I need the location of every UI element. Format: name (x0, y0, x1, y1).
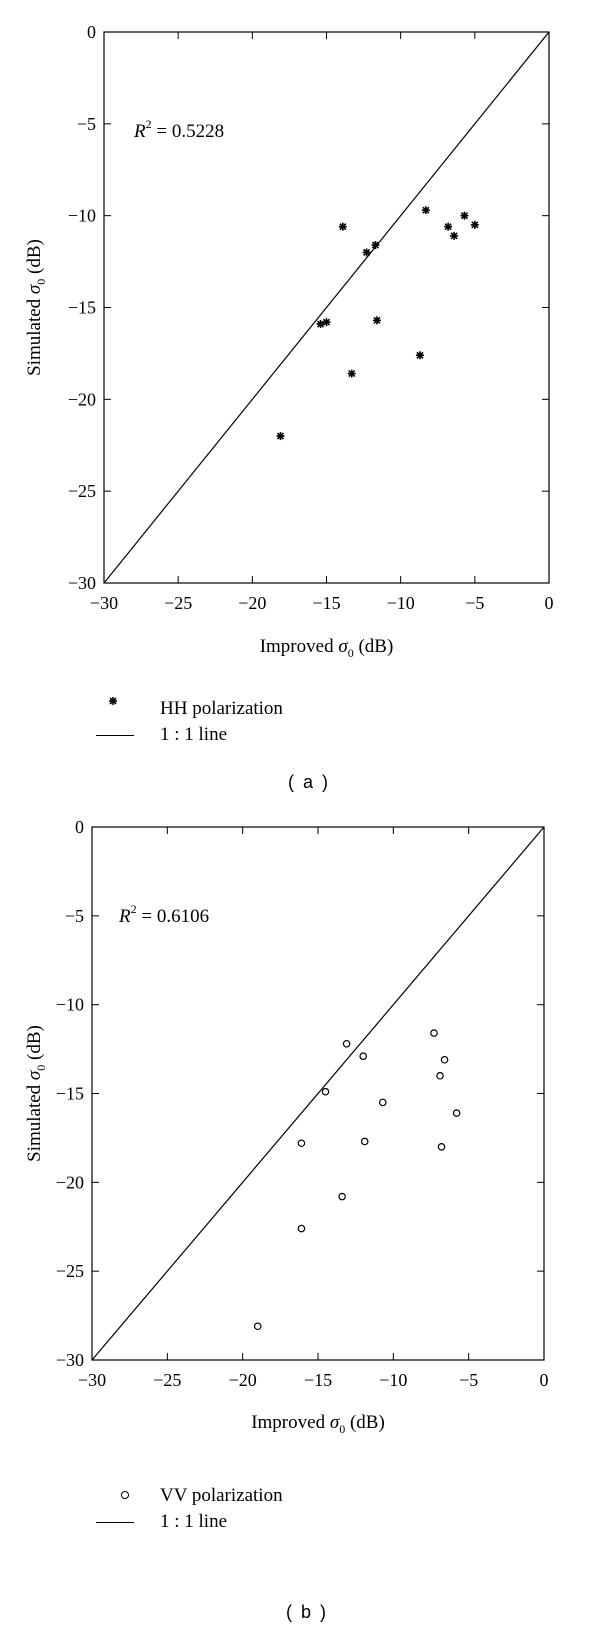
data-point (371, 241, 380, 250)
data-point (415, 351, 424, 360)
r-squared-annotation: R2 = 0.6106 (118, 902, 209, 927)
y-axis-label: Simulated σ0 (dB) (24, 239, 48, 376)
y-tick-label: −25 (68, 481, 96, 501)
x-tick-label: 0 (545, 593, 554, 613)
r-squared-annotation: R2 = 0.5228 (133, 117, 224, 142)
x-tick-label: −30 (90, 593, 118, 613)
x-tick-label: −20 (229, 1370, 257, 1390)
data-point (342, 1039, 351, 1048)
x-tick-label: −5 (465, 593, 484, 613)
legend-item-hh: HH polarization (108, 696, 283, 722)
legend-label-line-b: 1 : 1 line (160, 1511, 228, 1532)
data-point (450, 231, 459, 240)
data-point (430, 1029, 438, 1037)
data-point (347, 369, 356, 378)
data-point (276, 432, 285, 441)
y-tick-label: 0 (75, 817, 84, 837)
x-tick-label: −15 (312, 593, 340, 613)
x-tick-label: −10 (387, 593, 415, 613)
y-tick-label: −5 (65, 906, 84, 926)
one-to-one-line (91, 826, 545, 1361)
legend-item-vv: VV polarization (108, 1483, 283, 1509)
x-axis-label: Improved σ0 (dB) (251, 1412, 385, 1436)
x-tick-label: −20 (238, 593, 266, 613)
data-point (359, 1052, 368, 1060)
data-point (421, 206, 430, 215)
y-tick-label: −20 (68, 389, 96, 409)
legend-b: VV polarization 1 : 1 line (96, 1483, 283, 1535)
y-tick-label: −10 (68, 206, 96, 226)
legend-item-line-a: 1 : 1 line (96, 722, 283, 748)
x-tick-label: −25 (164, 593, 192, 613)
legend-label-line-a: 1 : 1 line (160, 724, 228, 745)
y-tick-label: −15 (56, 1084, 84, 1104)
y-tick-label: −25 (56, 1261, 84, 1281)
y-tick-label: −30 (56, 1350, 84, 1370)
data-point (362, 248, 371, 257)
x-tick-label: −25 (153, 1370, 181, 1390)
y-tick-label: −15 (68, 298, 96, 318)
x-axis-label: Improved σ0 (dB) (260, 636, 394, 660)
x-tick-label: −15 (304, 1370, 332, 1390)
data-point (372, 316, 381, 325)
data-point (460, 211, 469, 220)
data-point (253, 1322, 262, 1331)
scatter-plot-hh: −30 −25 −20 −15 −10 −5 0 0 −5 −10 −15 −20 −25 −30 R2 =… (24, 22, 554, 660)
data-point (470, 220, 479, 229)
data-point (436, 1071, 444, 1080)
data-point (452, 1109, 461, 1117)
figure-a: −30 −25 −20 −15 −10 −5 0 0 −5 −10 −15 −20 −25 −30 R2 =… (0, 0, 600, 800)
y-tick-label: −10 (56, 995, 84, 1015)
legend-label-hh: HH polarization (160, 698, 283, 719)
legend-a: HH polarization 1 : 1 line (96, 696, 283, 748)
legend-label-vv: VV polarization (160, 1485, 283, 1506)
data-point (297, 1139, 306, 1148)
one-to-one-line (103, 31, 550, 584)
data-point (322, 318, 331, 327)
x-tick-label: 0 (540, 1370, 549, 1390)
y-tick-label: 0 (87, 22, 96, 42)
x-tick-label: −30 (78, 1370, 106, 1390)
data-point (321, 1087, 330, 1096)
legend-item-line-b: 1 : 1 line (96, 1509, 283, 1535)
y-tick-label: −30 (68, 573, 96, 593)
data-point (437, 1143, 446, 1151)
line-marker-icon (96, 1522, 134, 1523)
star-marker-icon (109, 697, 117, 705)
caption-a: ( a ) (288, 772, 331, 792)
y-tick-label: −5 (77, 114, 96, 134)
caption-b: ( b ) (286, 1602, 329, 1622)
y-tick-label: −20 (56, 1172, 84, 1192)
data-point (297, 1224, 306, 1233)
data-point (338, 222, 347, 231)
x-tick-label: −10 (379, 1370, 407, 1390)
data-point (440, 1055, 449, 1064)
y-axis-label: Simulated σ0 (dB) (24, 1025, 48, 1162)
data-point (444, 222, 453, 231)
circle-marker-icon (121, 1491, 129, 1499)
line-marker-icon (96, 735, 134, 736)
x-tick-label: −5 (459, 1370, 478, 1390)
data-point (338, 1192, 346, 1201)
data-point (360, 1137, 369, 1146)
data-point (378, 1098, 387, 1107)
